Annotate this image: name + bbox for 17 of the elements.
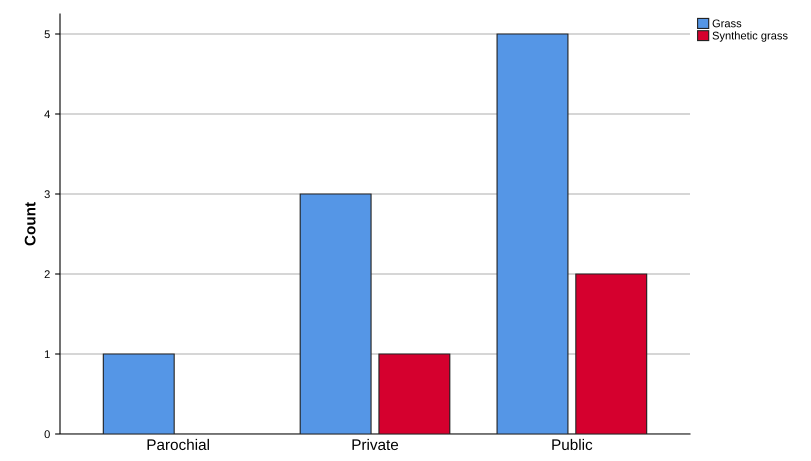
y-tick-label: 3 bbox=[44, 190, 50, 198]
x-tick-label: Parochial bbox=[148, 438, 209, 450]
bar bbox=[300, 193, 372, 434]
legend-label: Grass bbox=[712, 19, 742, 28]
bar bbox=[575, 273, 648, 434]
y-tick-label: 2 bbox=[44, 270, 50, 278]
bar bbox=[496, 33, 568, 434]
x-tick-label: Private bbox=[352, 438, 398, 450]
legend-label: Synthetic grass bbox=[712, 31, 788, 42]
bar bbox=[378, 353, 450, 434]
bar bbox=[102, 353, 175, 434]
y-tick-label: 5 bbox=[44, 30, 50, 38]
y-axis-title: Count bbox=[24, 202, 36, 246]
y-tick-label: 4 bbox=[44, 110, 50, 118]
x-tick-label: Public bbox=[552, 438, 592, 450]
y-tick-label: 1 bbox=[44, 350, 50, 358]
y-tick-label: 0 bbox=[44, 430, 50, 438]
